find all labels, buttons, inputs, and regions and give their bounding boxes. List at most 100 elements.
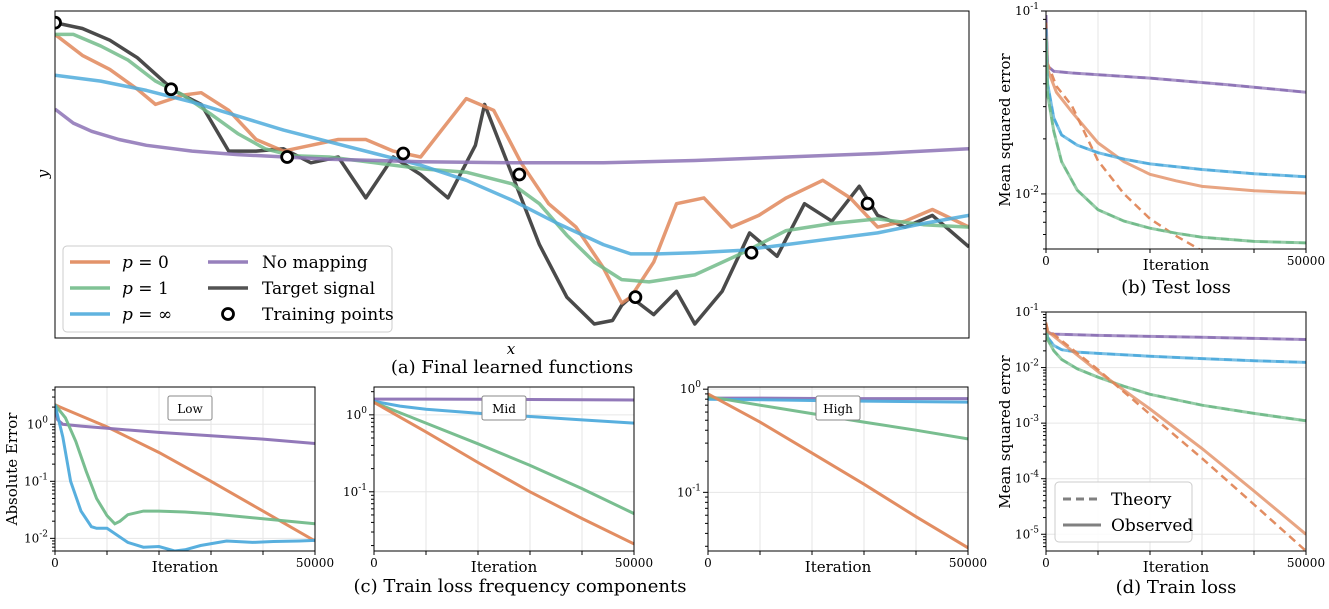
x-tick-label: 50000 xyxy=(1287,254,1325,268)
legend: p = 0 No mapping p = 1 Target signal p = ∞ Tr… xyxy=(62,245,394,333)
series-observed-p0 xyxy=(1046,323,1306,536)
y-tick-label: 10-3 xyxy=(1015,414,1039,430)
training-point xyxy=(396,146,411,161)
x-axis-label: Iteration xyxy=(805,558,872,576)
series-observed-nomap xyxy=(1046,15,1306,94)
axes-frame xyxy=(1045,311,1307,552)
legend-marker-points xyxy=(221,307,235,321)
y-tick-label: 100 xyxy=(27,415,48,431)
x-tick-label: 0 xyxy=(51,556,59,570)
training-point xyxy=(55,15,62,30)
y-tick-label: 10-1 xyxy=(677,483,701,499)
y-tick-label: 10-1 xyxy=(343,483,367,499)
x-axis-label: x xyxy=(507,340,516,358)
y-axis-label: Absolute Error xyxy=(3,412,21,527)
training-point xyxy=(628,290,643,305)
panel-d-train-loss: 10-5 10-4 10-3 10-2 10-1 0 50000 Iteration Mean … xyxy=(996,303,1325,598)
series-group xyxy=(1046,322,1306,551)
training-point xyxy=(860,196,875,211)
series-observed-p1 xyxy=(1046,39,1306,245)
x-tick-label: 0 xyxy=(370,556,378,570)
training-point xyxy=(512,167,527,182)
legend-label-target: Target signal xyxy=(262,279,375,299)
axes-frame xyxy=(54,386,316,552)
legend-label-p0: p = 0 xyxy=(122,253,169,273)
series-p0 xyxy=(55,33,969,305)
legend-label-dashed: Theory xyxy=(1111,490,1172,510)
y-tick-label: 10-4 xyxy=(1015,470,1039,486)
training-point xyxy=(280,150,295,164)
subplot-label-box xyxy=(815,395,861,421)
legend-label-points: Training points xyxy=(262,305,394,325)
series-theory-pinf xyxy=(1046,28,1306,179)
x-axis-label: Iteration xyxy=(471,558,538,576)
training-point xyxy=(164,82,178,97)
series-pinf xyxy=(55,73,969,256)
series-group xyxy=(374,397,634,546)
y-tick-label: 100 xyxy=(680,380,701,396)
y-tick-label: 10-5 xyxy=(1015,525,1039,541)
x-tick-label: 50000 xyxy=(949,556,987,570)
series-pinf xyxy=(374,399,634,425)
series-group xyxy=(1046,15,1306,249)
series-p0 xyxy=(55,403,315,543)
y-tick-label: 10-2 xyxy=(1015,185,1039,201)
series-observed-pinf xyxy=(1046,28,1306,179)
series-theory-p0 xyxy=(1046,22,1202,249)
panel-caption: (c) Train loss frequency components xyxy=(354,576,687,597)
y-tick-label: 10-1 xyxy=(24,472,48,488)
subplot-label-box xyxy=(481,395,527,421)
y-axis-label: y xyxy=(34,169,52,179)
legend-box xyxy=(1054,481,1193,543)
series-theory-p0 xyxy=(1046,322,1306,551)
y-tick-label: 10-2 xyxy=(24,529,48,545)
series-group xyxy=(55,403,315,551)
x-axis-label: Iteration xyxy=(1143,256,1210,274)
series-target xyxy=(55,20,969,326)
series-nomap xyxy=(55,107,969,165)
x-tick-label: 0 xyxy=(1042,556,1050,570)
legend-label-nomap: No mapping xyxy=(262,253,368,273)
y-axis-label: Mean squared error xyxy=(996,53,1014,207)
subplot-mid: 10-1 100 0 50000 Iteration Mid xyxy=(343,386,653,576)
series-theory-p1 xyxy=(1046,324,1306,423)
y-axis-label: Mean squared error xyxy=(996,355,1014,509)
axes-frame xyxy=(707,386,969,552)
panel-caption: (a) Final learned functions xyxy=(391,357,633,378)
subplot-label: High xyxy=(823,402,853,416)
legend: Theory Observed xyxy=(1054,481,1193,543)
subplot-low: 10-2 10-1 100 0 50000 Iteration Low Absolute Er… xyxy=(3,386,334,576)
x-tick-label: 50000 xyxy=(1287,556,1325,570)
panel-caption: (d) Train loss xyxy=(1116,577,1237,598)
series-p1 xyxy=(55,403,315,526)
x-tick-label: 0 xyxy=(1042,254,1050,268)
subplot-label-box xyxy=(167,395,213,421)
y-tick-label: 10-1 xyxy=(1015,303,1039,319)
subplot-label: Mid xyxy=(492,402,516,416)
series-p0 xyxy=(374,401,634,546)
x-axis-label: Iteration xyxy=(1143,558,1210,576)
panel-a-final-learned-functions: x y (a) Final learned functions p = 0 No map… xyxy=(34,10,970,378)
legend-label-pinf: p = ∞ xyxy=(122,305,172,325)
y-tick-label: 10-2 xyxy=(1015,359,1039,375)
x-axis-label: Iteration xyxy=(152,558,219,576)
series-group xyxy=(55,15,969,326)
panel-caption: (b) Test loss xyxy=(1121,277,1231,298)
x-tick-label: 0 xyxy=(704,556,712,570)
training-point xyxy=(744,245,759,260)
subplot-high: 10-1 100 0 50000 Iteration High xyxy=(677,380,987,576)
series-p1 xyxy=(374,401,634,515)
series-observed-p0 xyxy=(1046,28,1306,195)
axes-frame xyxy=(54,10,970,339)
panel-c-train-loss-frequency-components: 10-2 10-1 100 0 50000 Iteration Low Absolute Er… xyxy=(3,380,987,597)
subplot-label: Low xyxy=(177,402,203,416)
x-tick-label: 50000 xyxy=(296,556,334,570)
series-p1 xyxy=(55,32,969,284)
series-p0 xyxy=(708,392,968,550)
axes-frame xyxy=(373,386,635,552)
y-tick-label: 10-1 xyxy=(1015,2,1039,18)
axes-frame xyxy=(1045,10,1307,250)
y-tick-label: 100 xyxy=(346,406,367,422)
series-theory-p1 xyxy=(1046,39,1306,245)
